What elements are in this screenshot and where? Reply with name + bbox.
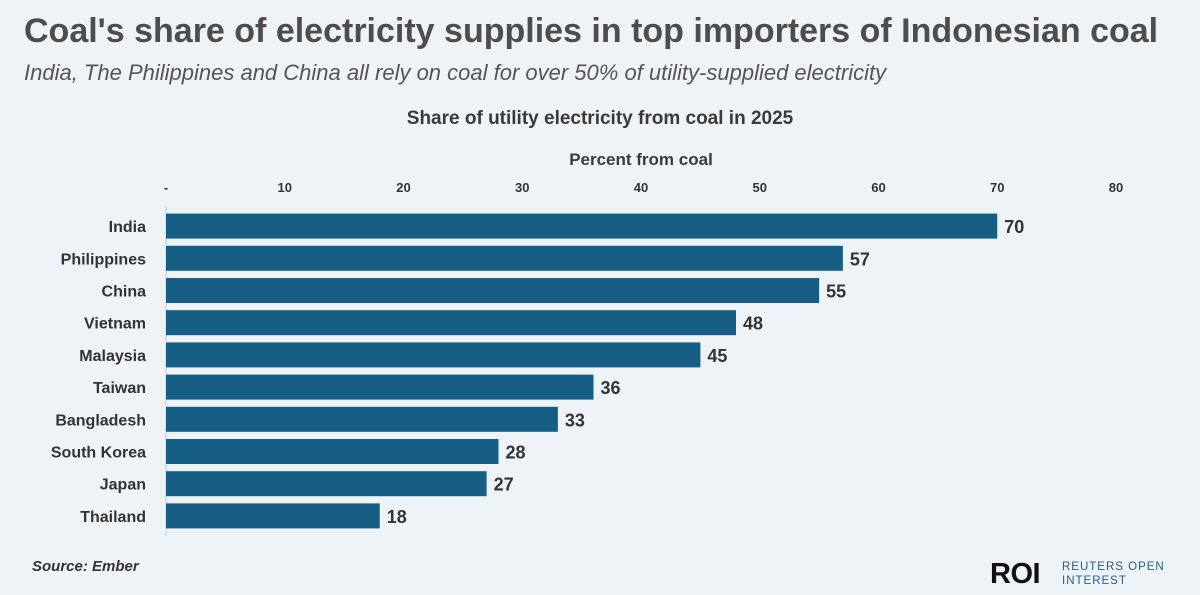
logo-mark: ROI bbox=[990, 558, 1041, 590]
category-label: South Korea bbox=[51, 445, 146, 462]
bar bbox=[166, 374, 594, 400]
data-label: 18 bbox=[387, 507, 407, 527]
x-tick-label: 20 bbox=[396, 180, 410, 195]
category-label: Taiwan bbox=[93, 380, 146, 397]
data-label: 57 bbox=[850, 249, 870, 269]
x-tick-label: 30 bbox=[515, 180, 529, 195]
x-tick-label: 10 bbox=[278, 180, 292, 195]
data-label: 28 bbox=[506, 443, 526, 463]
chart-title: Share of utility electricity from coal i… bbox=[406, 108, 794, 129]
category-label: Vietnam bbox=[84, 316, 146, 333]
category-label: Thailand bbox=[80, 509, 146, 526]
x-tick-label: 70 bbox=[990, 180, 1004, 195]
category-label: Bangladesh bbox=[55, 412, 146, 429]
bar bbox=[166, 278, 820, 303]
bar bbox=[166, 310, 736, 336]
category-label: Philippines bbox=[61, 251, 146, 268]
x-tick-label: - bbox=[164, 180, 168, 195]
data-label: 27 bbox=[494, 475, 514, 495]
bar bbox=[166, 471, 487, 497]
bar bbox=[166, 342, 701, 368]
bar bbox=[166, 439, 499, 464]
category-label: China bbox=[102, 284, 147, 301]
logo-text: REUTERS OPEN INTEREST bbox=[1062, 561, 1165, 587]
x-tick-label: 50 bbox=[753, 180, 767, 195]
source-note: Source: Ember bbox=[32, 558, 139, 575]
chart-headline: Coal's share of electricity supplies in … bbox=[24, 12, 1159, 50]
data-label: 45 bbox=[707, 346, 727, 366]
x-tick-label: 60 bbox=[871, 180, 885, 195]
category-label: Japan bbox=[100, 477, 146, 494]
x-tick-label: 80 bbox=[1109, 180, 1123, 195]
data-label: 55 bbox=[826, 282, 846, 302]
x-axis-label: Percent from coal bbox=[569, 150, 713, 169]
data-label: 33 bbox=[565, 410, 585, 430]
bar bbox=[166, 406, 558, 432]
bar bbox=[166, 245, 843, 271]
data-label: 48 bbox=[743, 314, 763, 334]
chart-subheadline: India, The Philippines and China all rel… bbox=[24, 60, 887, 85]
category-label: India bbox=[109, 219, 146, 236]
x-tick-label: 40 bbox=[634, 180, 648, 195]
category-label: Malaysia bbox=[79, 348, 146, 365]
data-label: 70 bbox=[1004, 217, 1024, 237]
data-label: 36 bbox=[601, 378, 621, 398]
bar bbox=[166, 213, 998, 239]
bar bbox=[166, 503, 380, 529]
